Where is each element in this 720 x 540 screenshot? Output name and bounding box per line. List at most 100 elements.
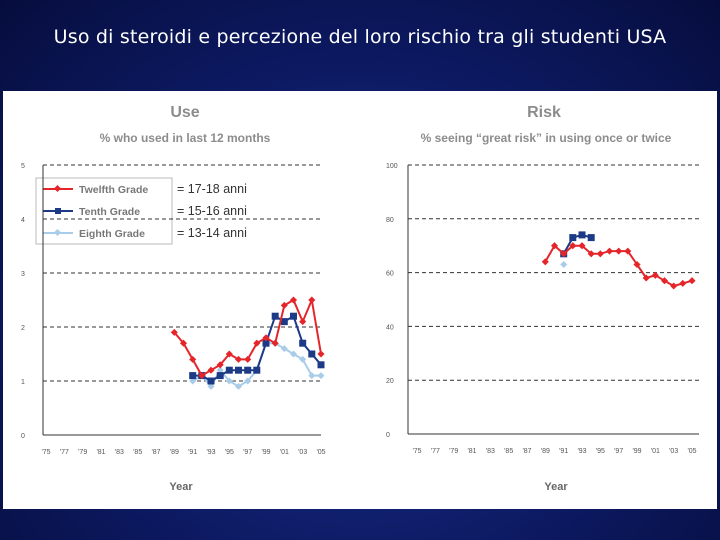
use-xtick-label: '93: [206, 449, 215, 456]
use-point-tenth: [235, 366, 242, 374]
use-point-tenth: [244, 366, 252, 374]
use-xtick-label: '89: [170, 449, 179, 456]
use-point-eighth: [317, 372, 325, 380]
use-point-tenth: [280, 318, 288, 326]
use-xtick-label: '79: [78, 449, 87, 456]
risk-point-twelfth: [651, 271, 659, 279]
use-point-eighth: [216, 366, 224, 374]
use-chart-xlabel: Year: [169, 481, 193, 493]
risk-point-twelfth: [578, 242, 586, 250]
risk-chart-title: Risk: [527, 104, 561, 121]
risk-point-twelfth: [596, 250, 604, 258]
use-ytick-label: 4: [21, 217, 25, 224]
use-point-twelfth: [216, 361, 224, 369]
use-ytick-label: 5: [21, 163, 25, 170]
use-point-tenth: [225, 366, 233, 374]
risk-xtick-label: '01: [651, 448, 660, 455]
use-xtick-label: '95: [225, 449, 234, 456]
risk-xtick-label: '77: [431, 448, 440, 455]
risk-point-eighth: [560, 260, 568, 269]
use-point-eighth: [234, 382, 243, 390]
risk-xtick-label: '93: [577, 448, 586, 455]
use-point-eighth: [280, 345, 288, 353]
use-xtick-label: '85: [133, 449, 142, 456]
use-xtick-label: '87: [151, 449, 160, 456]
legend-label-twelfth: Twelfth Grade: [79, 184, 148, 196]
risk-xtick-label: '03: [669, 448, 678, 455]
use-ytick-label: 1: [21, 379, 25, 386]
risk-xtick-label: '81: [467, 448, 476, 455]
use-ytick-label: 0: [21, 433, 25, 440]
use-ytick-label: 3: [21, 271, 25, 278]
use-point-tenth: [317, 361, 325, 369]
risk-xtick-label: '91: [559, 448, 568, 455]
use-point-tenth: [207, 377, 215, 385]
use-xtick-label: '83: [115, 449, 124, 456]
risk-ytick-label: 60: [386, 271, 394, 278]
risk-xtick-label: '87: [522, 448, 531, 455]
use-xtick-label: '81: [96, 449, 105, 456]
use-point-twelfth: [289, 296, 298, 304]
risk-ytick-label: 100: [386, 163, 398, 170]
use-chart-subtitle: % who used in last 12 months: [100, 131, 271, 145]
use-point-twelfth: [170, 328, 178, 336]
use-ytick-label: 2: [21, 325, 25, 332]
use-xtick-label: '03: [298, 449, 307, 456]
risk-point-twelfth: [688, 277, 696, 285]
use-point-tenth: [299, 339, 307, 347]
risk-xtick-label: '85: [504, 448, 513, 455]
use-xtick-label: '75: [41, 449, 50, 456]
risk-point-tenth: [578, 231, 586, 239]
age-annotations: = 17-18 anni = 15-16 anni = 13-14 anni: [177, 182, 247, 240]
use-point-twelfth: [244, 355, 252, 363]
use-point-tenth: [271, 312, 279, 320]
use-xtick-label: '99: [261, 449, 270, 456]
use-series-line-twelfth: [173, 296, 322, 377]
use-point-eighth: [189, 377, 197, 385]
risk-point-twelfth: [679, 279, 687, 287]
risk-point-twelfth: [633, 260, 641, 269]
plot-layer: 0 1 2 3 4 5 '75 '77 '79 '81 '83 '85 '87 '89 '91 '93 '95 '…: [21, 163, 699, 456]
risk-chart-xlabel: Year: [544, 481, 568, 493]
risk-point-twelfth: [569, 242, 577, 250]
chart-panel: Use % who used in last 12 months Year Ri…: [3, 91, 717, 509]
risk-point-twelfth: [550, 242, 559, 250]
risk-xtick-label: '99: [632, 448, 641, 455]
risk-series-line-tenth: [562, 233, 592, 255]
use-point-tenth: [216, 372, 224, 380]
risk-point-tenth: [587, 234, 595, 242]
charts-svg: Use % who used in last 12 months Year Ri…: [21, 104, 699, 493]
risk-ytick-label: 0: [386, 432, 390, 439]
risk-point-twelfth: [670, 282, 678, 290]
risk-ytick-label: 40: [386, 324, 394, 331]
annotation-tenth: = 15-16 anni: [177, 204, 247, 218]
legend-marker-eighth: [53, 228, 62, 237]
risk-xtick-label: '05: [687, 448, 696, 455]
risk-xtick-label: '83: [486, 448, 495, 455]
use-point-twelfth: [299, 318, 307, 326]
use-xtick-label: '97: [243, 449, 252, 456]
risk-xtick-label: '95: [596, 448, 605, 455]
use-point-twelfth: [262, 334, 270, 342]
risk-chart-subtitle: % seeing “great risk” in using once or t…: [421, 131, 672, 145]
use-point-twelfth: [225, 350, 233, 358]
legend-label-tenth: Tenth Grade: [79, 206, 140, 218]
annotation-eighth: = 13-14 anni: [177, 226, 247, 240]
legend-label-eighth: Eighth Grade: [79, 228, 145, 240]
use-point-tenth: [290, 312, 297, 320]
use-point-twelfth: [234, 355, 243, 363]
use-point-eighth: [244, 377, 252, 385]
risk-xtick-label: '75: [412, 448, 421, 455]
use-xtick-label: '77: [60, 449, 69, 456]
risk-point-twelfth: [541, 258, 549, 266]
use-point-eighth: [308, 372, 316, 380]
risk-ytick-label: 80: [386, 217, 394, 224]
risk-point-twelfth: [660, 277, 669, 285]
legend-marker-tenth: [55, 208, 61, 214]
use-point-tenth: [253, 366, 261, 374]
use-point-eighth: [299, 355, 307, 363]
use-point-eighth: [207, 382, 215, 390]
risk-point-twelfth: [624, 247, 632, 255]
risk-point-twelfth: [560, 250, 568, 258]
risk-point-twelfth: [605, 247, 614, 255]
